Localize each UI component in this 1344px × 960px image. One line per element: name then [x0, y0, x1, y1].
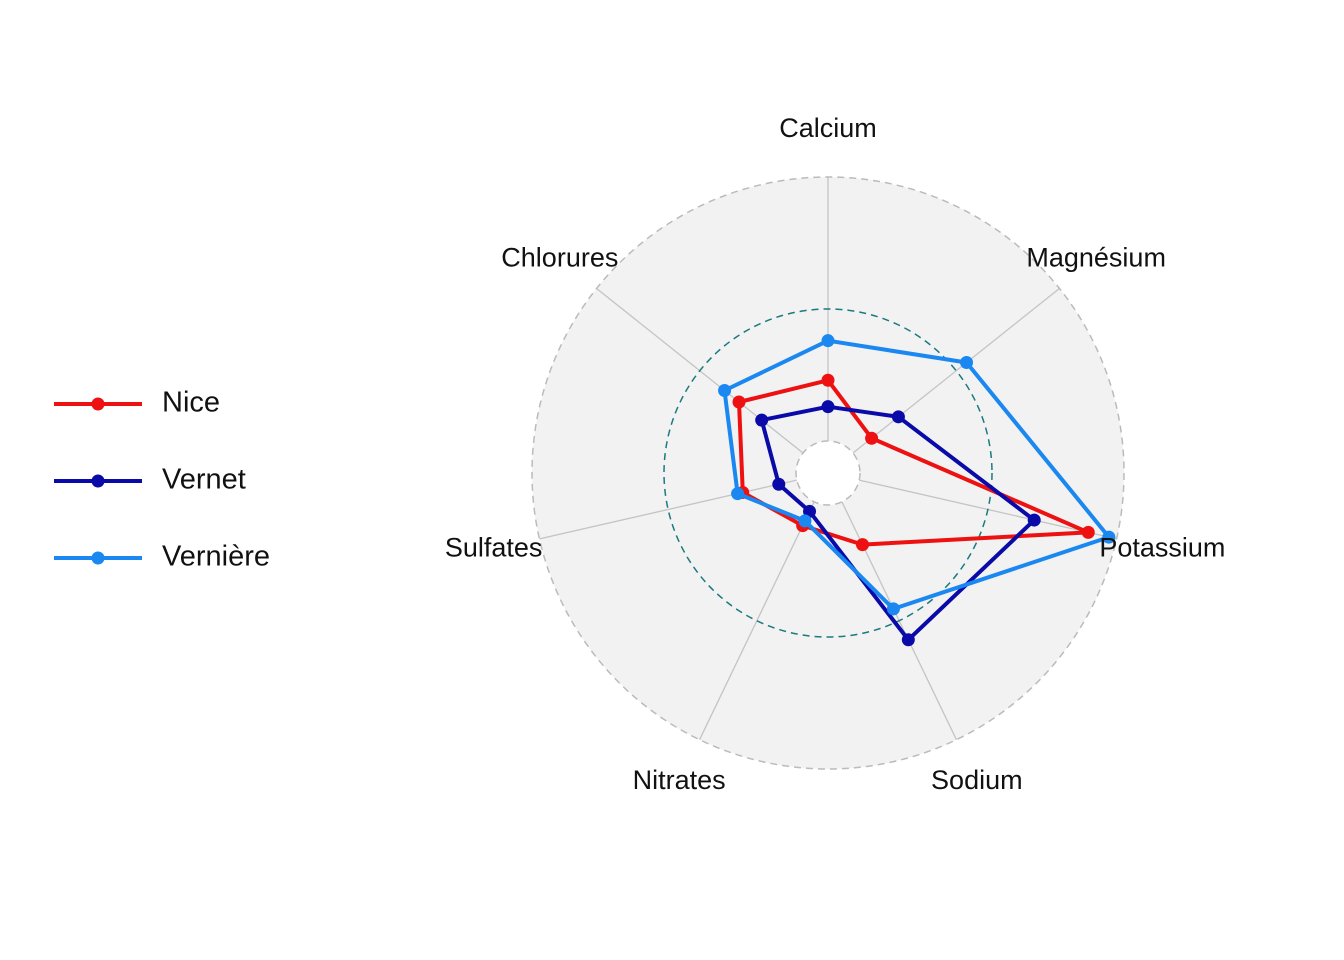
- data-point-vernet-calcium: [821, 400, 835, 414]
- data-point-verni-re-nitrates: [798, 514, 812, 528]
- axis-labels: Calcium Magnésium Potassium Sodium Nitrates S…: [445, 113, 1226, 795]
- legend-marker-verni-re: [91, 551, 105, 565]
- data-point-nice-calcium: [821, 373, 835, 387]
- axis-label-nitrates: Nitrates: [633, 765, 726, 795]
- data-point-nice-chlorures: [732, 395, 746, 409]
- spoke-magnésium: [852, 287, 1060, 454]
- legend-item-verni-re: Vernière: [54, 541, 270, 573]
- axis-label-magnésium: Magnésium: [1026, 242, 1166, 272]
- axis-label-chlorures: Chlorures: [501, 242, 618, 272]
- data-point-vernet-chlorures: [755, 413, 769, 427]
- data-point-nice-magnésium: [865, 431, 879, 445]
- radar-grid: [531, 176, 1125, 770]
- spoke-sulfates: [539, 479, 797, 540]
- series-verni-re: [718, 334, 1116, 616]
- data-point-verni-re-potassium: [1102, 530, 1116, 544]
- legend-item-vernet: Vernet: [54, 464, 246, 496]
- legend-label-verni-re: Vernière: [162, 541, 270, 573]
- data-point-verni-re-chlorures: [718, 383, 732, 397]
- legend-marker-nice: [91, 397, 105, 411]
- mid-ring: [663, 308, 993, 638]
- outer-ring: [531, 176, 1125, 770]
- data-point-verni-re-calcium: [821, 334, 835, 348]
- data-point-verni-re-magnésium: [960, 356, 974, 370]
- inner-ring: [795, 440, 861, 506]
- data-point-vernet-sodium: [901, 633, 915, 647]
- axis-label-potassium: Potassium: [1099, 532, 1225, 562]
- legend-marker-vernet: [91, 474, 105, 488]
- data-point-vernet-potassium: [1027, 513, 1041, 527]
- data-point-verni-re-sodium: [886, 602, 900, 616]
- legend-label-nice: Nice: [162, 387, 220, 419]
- legend-label-vernet: Vernet: [162, 464, 246, 496]
- data-point-vernet-sulfates: [772, 477, 786, 491]
- axis-label-sulfates: Sulfates: [445, 532, 543, 562]
- data-point-vernet-magnésium: [891, 410, 905, 424]
- data-point-verni-re-sulfates: [731, 487, 745, 501]
- axis-label-calcium: Calcium: [779, 113, 877, 143]
- radar-series: [718, 334, 1116, 647]
- legend-item-nice: Nice: [54, 387, 220, 419]
- series-line-verni-re: [722, 338, 1111, 611]
- spoke-nitrates: [698, 501, 815, 740]
- data-point-nice-potassium: [1081, 525, 1095, 539]
- axis-label-sodium: Sodium: [931, 765, 1023, 795]
- legend: Nice Vernet Vernière: [54, 387, 270, 573]
- data-point-nice-sodium: [856, 538, 870, 552]
- series-line-nice: [737, 378, 1091, 547]
